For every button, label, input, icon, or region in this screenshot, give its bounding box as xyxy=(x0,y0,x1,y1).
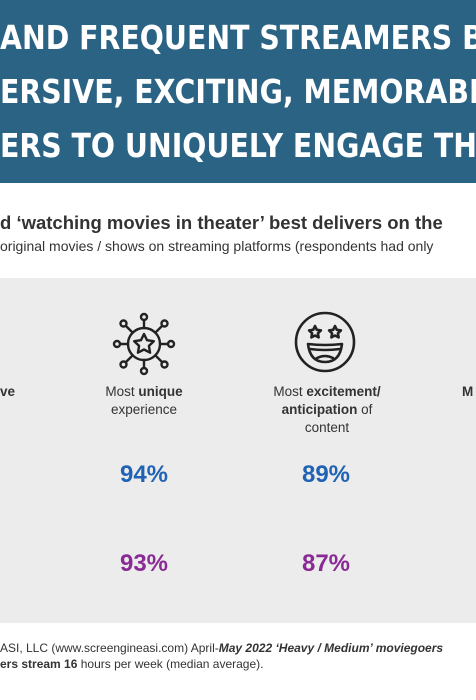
col-excitement-pct-blue: 89% xyxy=(301,461,351,488)
excited-face-icon xyxy=(293,310,357,374)
header-banner: AND FREQUENT STREAMERS BOTH AGR ERSIVE, … xyxy=(0,0,476,183)
col-3-label: M xyxy=(462,384,474,399)
question-subtitle: original movies / shows on streaming pla… xyxy=(0,238,434,254)
header-line-1: AND FREQUENT STREAMERS BOTH AGR xyxy=(0,18,476,57)
header-line-3: ERS TO UNIQUELY ENGAGE THESE CON xyxy=(0,126,476,165)
col-unique-label: Most unique experience xyxy=(105,384,183,417)
col-unique-pct-blue: 94% xyxy=(119,461,169,488)
col-excitement-pct-purple: 87% xyxy=(301,550,351,577)
header-line-2: ERSIVE, EXCITING, MEMORABLE, ATTE xyxy=(0,72,476,111)
stream-note: ers stream 16 hours per week (median ave… xyxy=(0,657,264,671)
results-panel: ve Most unique experience 94% 93% xyxy=(0,278,476,623)
source-note: ASI, LLC (www.screengineasi.com) April-M… xyxy=(0,641,444,655)
question-title: d ‘watching movies in theater’ best deli… xyxy=(0,212,443,233)
star-network-icon xyxy=(112,312,176,376)
col-unique-pct-purple: 93% xyxy=(119,550,169,577)
col-0-label: ve xyxy=(0,384,16,399)
col-excitement-label: Most excitement/ anticipation of content xyxy=(273,384,381,435)
